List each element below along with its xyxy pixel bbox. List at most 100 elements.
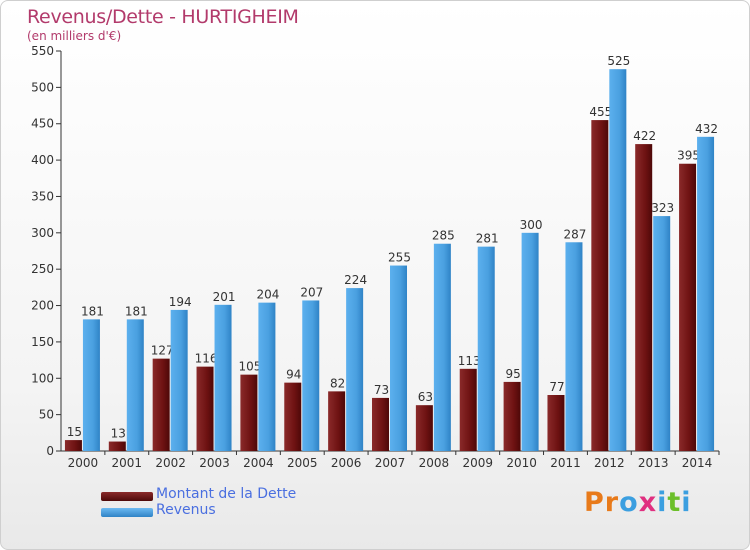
bar-dette — [635, 144, 653, 451]
bar-dette — [196, 366, 214, 451]
legend-label-dette: Montant de la Dette — [156, 486, 297, 502]
bar-revenus — [82, 319, 100, 451]
bar-revenus — [477, 246, 495, 451]
data-label-revenus: 323 — [651, 201, 674, 215]
data-label-revenus: 285 — [432, 229, 455, 243]
bar-dette — [328, 391, 346, 451]
data-label-dette: 116 — [195, 352, 218, 366]
data-label-dette: 127 — [151, 344, 174, 358]
data-label-dette: 94 — [286, 368, 301, 382]
y-tick-label: 450 — [31, 117, 54, 131]
x-tick-label: 2010 — [506, 456, 537, 470]
data-label-revenus: 194 — [169, 295, 192, 309]
x-tick-label: 2002 — [155, 456, 186, 470]
y-tick-label: 200 — [31, 299, 54, 313]
x-tick-label: 2006 — [331, 456, 362, 470]
chart-title: Revenus/Dette - HURTIGHEIM — [27, 6, 299, 28]
data-label-revenus: 432 — [695, 122, 718, 136]
y-tick-label: 350 — [31, 189, 54, 203]
data-label-dette: 13 — [111, 427, 126, 441]
bar-revenus — [390, 265, 407, 451]
bar-revenus — [302, 300, 320, 451]
data-label-revenus: 224 — [344, 273, 367, 287]
bar-dette — [459, 368, 477, 451]
bar-revenus — [346, 288, 364, 451]
bar-revenus — [565, 242, 583, 451]
data-label-dette: 422 — [633, 129, 656, 143]
x-tick-label: 2011 — [550, 456, 581, 470]
legend-label-revenus: Revenus — [156, 502, 216, 518]
data-label-dette: 63 — [418, 390, 433, 404]
bar-dette — [547, 395, 565, 451]
x-tick-label: 2014 — [682, 456, 713, 470]
x-tick-label: 2001 — [112, 456, 143, 470]
proxiti-logo: Proxiti — [584, 487, 692, 518]
data-label-revenus: 281 — [476, 232, 499, 246]
data-label-dette: 113 — [458, 354, 481, 368]
bar-revenus — [697, 136, 715, 451]
x-tick-label: 2008 — [419, 456, 450, 470]
data-label-revenus: 181 — [81, 304, 104, 318]
logo-letter: i — [657, 487, 668, 518]
bar-revenus — [214, 304, 232, 451]
y-tick-label: 500 — [31, 80, 54, 94]
data-label-revenus: 255 — [388, 251, 411, 265]
logo-letter: o — [619, 487, 639, 518]
data-label-dette: 15 — [67, 425, 82, 439]
data-label-dette: 95 — [505, 367, 520, 381]
bar-dette — [679, 163, 697, 451]
bar-dette — [64, 440, 82, 451]
data-label-dette: 77 — [549, 380, 564, 394]
logo-letter: t — [667, 487, 682, 518]
x-tick-label: 2005 — [287, 456, 318, 470]
logo-letter: P — [584, 487, 605, 518]
x-tick-label: 2000 — [68, 456, 99, 470]
y-tick-label: 50 — [39, 408, 54, 422]
data-label-dette: 73 — [374, 383, 389, 397]
x-tick-label: 2013 — [638, 456, 669, 470]
y-tick-label: 0 — [46, 444, 54, 458]
data-label-revenus: 300 — [520, 218, 543, 232]
bar-revenus — [521, 232, 539, 451]
bar-dette — [503, 381, 521, 451]
x-tick-label: 2009 — [462, 456, 493, 470]
x-tick-label: 2012 — [594, 456, 625, 470]
y-tick-label: 300 — [31, 226, 54, 240]
bar-revenus — [433, 243, 451, 451]
data-label-revenus: 287 — [564, 227, 587, 241]
legend-swatch-dette — [101, 492, 153, 501]
data-label-revenus: 181 — [125, 304, 148, 318]
bar-dette — [152, 358, 170, 451]
logo-letter: r — [604, 487, 620, 518]
data-label-revenus: 525 — [607, 54, 630, 68]
y-tick-label: 150 — [31, 335, 54, 349]
x-tick-label: 2004 — [243, 456, 274, 470]
chart-subtitle: (en milliers d'€) — [27, 29, 122, 43]
data-label-revenus: 207 — [300, 285, 323, 299]
x-tick-label: 2003 — [199, 456, 230, 470]
y-tick-label: 100 — [31, 371, 54, 385]
y-tick-label: 250 — [31, 262, 54, 276]
data-label-dette: 455 — [589, 105, 612, 119]
bar-dette — [372, 397, 389, 451]
bar-dette — [284, 382, 302, 451]
data-label-revenus: 201 — [213, 290, 236, 304]
bar-dette — [108, 441, 126, 451]
bar-dette — [415, 405, 433, 451]
data-label-dette: 105 — [238, 360, 261, 374]
bar-revenus — [126, 319, 144, 451]
bar-dette — [591, 120, 609, 451]
x-tick-label: 2007 — [375, 456, 406, 470]
data-label-revenus: 204 — [256, 288, 279, 302]
legend-swatch-revenus — [101, 508, 153, 517]
bar-revenus — [170, 309, 188, 451]
y-tick-label: 400 — [31, 153, 54, 167]
logo-letter: x — [638, 487, 658, 518]
bar-dette — [240, 374, 258, 451]
data-label-dette: 82 — [330, 376, 345, 390]
bar-revenus — [609, 69, 627, 451]
bar-revenus — [653, 216, 671, 451]
data-label-dette: 395 — [677, 149, 700, 163]
